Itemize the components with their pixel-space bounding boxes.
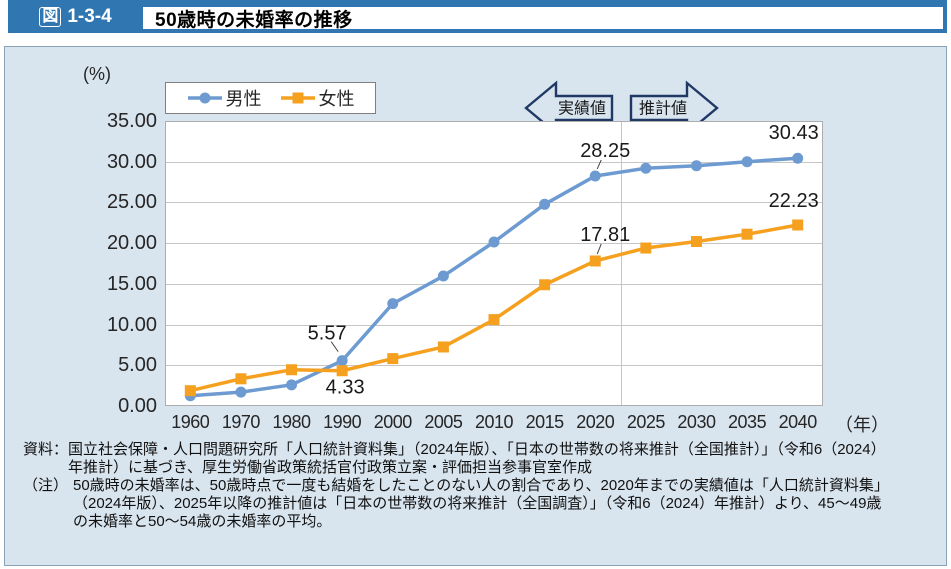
- data-label-leader-line: [596, 243, 602, 255]
- data-point-female: [741, 228, 753, 240]
- figure-number: 1-3-4: [67, 5, 112, 27]
- data-point-male: [336, 355, 348, 367]
- y-axis-tick-label: 30.00: [106, 150, 157, 173]
- plot-area: 5.57 4.33 28.25 17.81 30.43 22.23: [165, 121, 823, 406]
- data-point-male: [539, 198, 551, 210]
- x-axis-tick-label: 2025: [626, 412, 666, 432]
- y-axis-tick-label: 0.00: [118, 395, 157, 417]
- y-axis-tick-label: 5.00: [118, 354, 157, 377]
- legend-item-male: 男性: [187, 85, 262, 111]
- data-point-female: [589, 255, 601, 267]
- data-point-male: [741, 156, 753, 168]
- figure-title: 50歳時の未婚率の推移: [155, 9, 353, 31]
- data-point-male: [488, 236, 500, 248]
- data-label: 4.33: [326, 377, 365, 399]
- data-point-female: [184, 385, 196, 397]
- y-axis-tick-label: 15.00: [106, 272, 157, 295]
- data-point-female: [235, 373, 247, 385]
- data-point-male: [235, 386, 247, 398]
- data-point-female: [387, 353, 399, 365]
- x-axis-tick-label: 2015: [525, 412, 565, 432]
- male-legend-marker-icon: [187, 92, 222, 104]
- data-point-male: [690, 160, 702, 172]
- y-axis-tick-label: 25.00: [106, 191, 157, 214]
- legend-label: 女性: [318, 89, 355, 109]
- data-point-female: [336, 365, 348, 377]
- data-label: 30.43: [769, 122, 819, 144]
- x-axis-tick-label: 2035: [728, 412, 767, 432]
- x-axis-tick-label: 1970: [221, 412, 261, 432]
- right-arrow-icon: 推計値: [629, 80, 719, 136]
- legend-label: 男性: [225, 89, 262, 109]
- data-point-male: [640, 162, 652, 174]
- x-axis-tick-label: 2005: [424, 412, 463, 432]
- projected-values-arrow: 推計値: [629, 79, 719, 137]
- note-text: 50歳時の未婚率は、50歳時点で一度も結婚をしたことのない人の割合であり、202…: [73, 477, 889, 530]
- figure-title-area: 50歳時の未婚率の推移: [143, 7, 943, 31]
- data-point-female: [488, 314, 500, 326]
- data-point-male: [286, 379, 298, 391]
- figure-kanji-box: 図: [39, 6, 62, 27]
- y-axis-tick-label: 20.00: [106, 232, 157, 255]
- data-point-male: [792, 152, 804, 164]
- y-axis-unit-label: (%): [83, 64, 111, 84]
- x-axis-unit-label: （年）: [835, 415, 889, 435]
- female-legend-marker-icon: [280, 92, 315, 104]
- data-point-female: [286, 364, 298, 376]
- data-point-female: [690, 236, 702, 248]
- remark-note: （注） 50歳時の未婚率は、50歳時点で一度も結婚をしたことのない人の割合であり、…: [23, 477, 895, 531]
- x-axis-tick-label: 1980: [272, 412, 312, 432]
- source-note: 資料： 国立社会保障・人口問題研究所「人口統計資料集」（2024年版）、「日本の世…: [23, 441, 895, 477]
- data-point-male: [387, 298, 399, 310]
- data-point-female: [539, 279, 551, 291]
- x-axis-tick-label: 1990: [323, 412, 362, 432]
- data-label-leader-line: [596, 159, 602, 170]
- legend-item-female: 女性: [280, 85, 355, 111]
- data-label: 17.81: [580, 224, 630, 246]
- x-axis-tick-label: 2020: [576, 412, 615, 432]
- note-label: 資料：: [23, 441, 69, 458]
- figure-number-badge: 図 1-3-4: [8, 0, 143, 33]
- data-label: 5.57: [308, 323, 347, 345]
- chart-legend: 男性 女性: [165, 82, 376, 114]
- note-text: 国立社会保障・人口問題研究所「人口統計資料集」（2024年版）、「日本の世帯数の…: [68, 441, 886, 476]
- x-axis-tick-label: 1960: [171, 412, 210, 432]
- data-label: 22.23: [769, 190, 819, 212]
- figure-header: 図 1-3-4 50歳時の未婚率の推移: [8, 0, 947, 33]
- data-point-female: [437, 341, 449, 353]
- x-axis-tick-label: 2040: [778, 412, 818, 432]
- line-chart: 5.57 4.33 28.25 17.81 30.43 22.23: [165, 121, 823, 406]
- actual-values-label: 実績値: [558, 100, 606, 118]
- data-point-male: [589, 170, 601, 182]
- data-label: 28.25: [580, 140, 630, 162]
- figure-panel: (%) 男性 女性 実績値 推計値 5.57 4.33 28.25 17.81 30.43…: [4, 46, 947, 566]
- y-axis-tick-label: 10.00: [106, 313, 157, 336]
- projected-values-label: 推計値: [639, 100, 687, 118]
- x-axis-tick-label: 2030: [677, 412, 716, 432]
- data-point-male: [437, 270, 449, 282]
- note-label: （注）: [23, 477, 69, 494]
- y-axis-tick-label: 35.00: [106, 110, 157, 132]
- x-axis-tick-label: 2010: [474, 412, 514, 432]
- plot-background: [165, 121, 823, 406]
- x-axis-tick-label: 2000: [373, 412, 413, 432]
- data-label-leader-line: [330, 341, 339, 352]
- data-point-female: [792, 219, 804, 231]
- source-notes: 資料： 国立社会保障・人口問題研究所「人口統計資料集」（2024年版）、「日本の世…: [23, 441, 895, 531]
- data-point-female: [640, 242, 652, 254]
